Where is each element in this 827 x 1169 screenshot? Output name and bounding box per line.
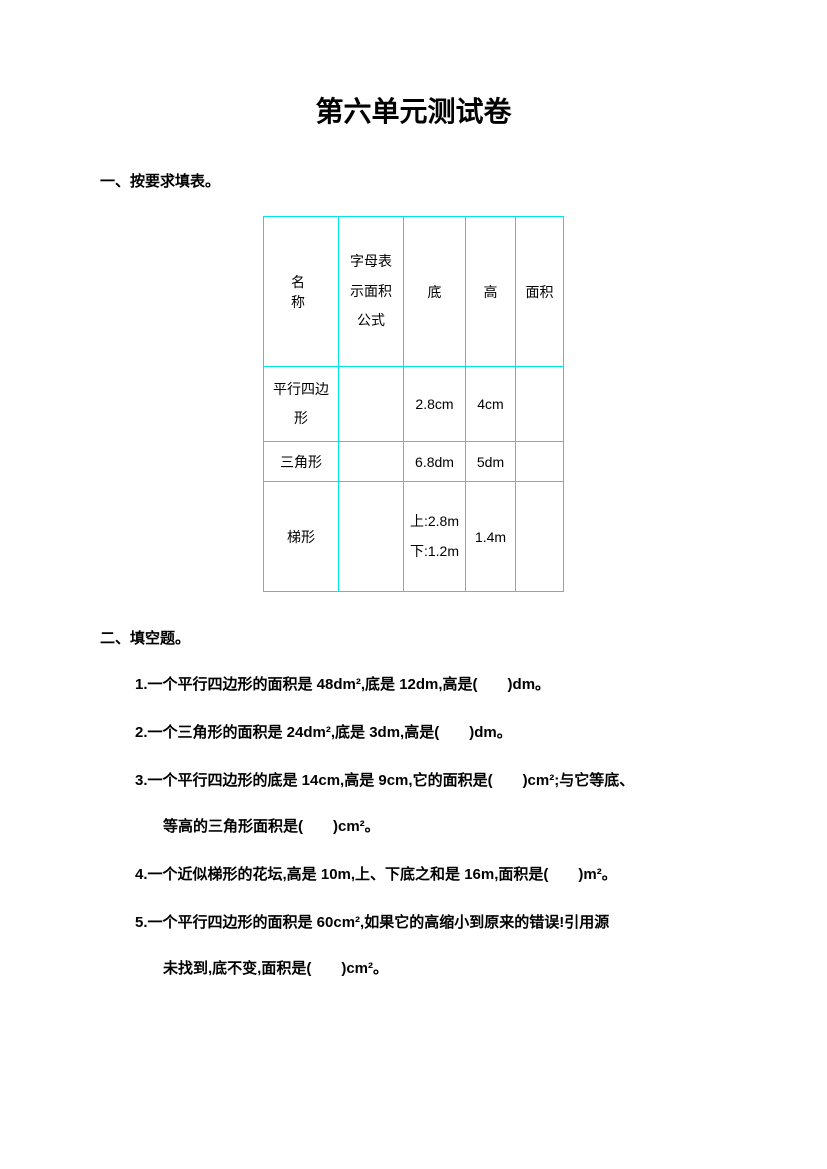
question-5: 5.一个平行四边形的面积是 60cm²,如果它的高缩小到原来的错误!引用源 未找… (135, 911, 727, 981)
header-name: 名 称 (263, 217, 338, 367)
cell-trapezoid-area (516, 482, 564, 592)
cell-triangle-area (516, 442, 564, 482)
cell-trapezoid-base: 上:2.8m下:1.2m (403, 482, 465, 592)
header-formula: 字母表示面积公式 (338, 217, 403, 367)
row-trapezoid: 梯形 上:2.8m下:1.2m 1.4m (263, 482, 563, 592)
cell-triangle-name: 三角形 (263, 442, 338, 482)
question-3-line1: 3.一个平行四边形的底是 14cm,高是 9cm,它的面积是( )cm²;与它等… (135, 772, 634, 789)
cell-triangle-formula (338, 442, 403, 482)
cell-trapezoid-formula (338, 482, 403, 592)
cell-triangle-base: 6.8dm (403, 442, 465, 482)
cell-parallel-height: 4cm (466, 367, 516, 442)
question-list: 1.一个平行四边形的面积是 48dm²,底是 12dm,高是( )dm。 2.一… (100, 673, 727, 981)
area-formula-table: 名 称 字母表示面积公式 底 高 面积 平行四边形 2.8cm 4cm 三角形 … (263, 216, 564, 592)
cell-parallel-base: 2.8cm (403, 367, 465, 442)
cell-triangle-height: 5dm (466, 442, 516, 482)
cell-parallel-area (516, 367, 564, 442)
cell-parallel-formula (338, 367, 403, 442)
question-2: 2.一个三角形的面积是 24dm²,底是 3dm,高是( )dm。 (135, 721, 727, 745)
header-height: 高 (466, 217, 516, 367)
page-container: 第六单元测试卷 一、按要求填表。 名 称 字母表示面积公式 底 高 面积 平行四… (0, 0, 827, 981)
cell-parallel-name: 平行四边形 (263, 367, 338, 442)
question-5-line1: 5.一个平行四边形的面积是 60cm²,如果它的高缩小到原来的错误!引用源 (135, 914, 609, 931)
section1-heading: 一、按要求填表。 (100, 170, 727, 191)
question-3-line2: 等高的三角形面积是( )cm²。 (135, 815, 727, 839)
header-base: 底 (403, 217, 465, 367)
question-3: 3.一个平行四边形的底是 14cm,高是 9cm,它的面积是( )cm²;与它等… (135, 769, 727, 839)
question-5-line2: 未找到,底不变,面积是( )cm²。 (135, 957, 727, 981)
header-area: 面积 (516, 217, 564, 367)
page-title: 第六单元测试卷 (100, 90, 727, 130)
row-triangle: 三角形 6.8dm 5dm (263, 442, 563, 482)
table-header-row: 名 称 字母表示面积公式 底 高 面积 (263, 217, 563, 367)
question-1: 1.一个平行四边形的面积是 48dm²,底是 12dm,高是( )dm。 (135, 673, 727, 697)
cell-trapezoid-name: 梯形 (263, 482, 338, 592)
row-parallelogram: 平行四边形 2.8cm 4cm (263, 367, 563, 442)
question-4: 4.一个近似梯形的花坛,高是 10m,上、下底之和是 16m,面积是( )m²。 (135, 863, 727, 887)
cell-trapezoid-height: 1.4m (466, 482, 516, 592)
section2-heading: 二、填空题。 (100, 627, 727, 648)
table-wrapper: 名 称 字母表示面积公式 底 高 面积 平行四边形 2.8cm 4cm 三角形 … (100, 216, 727, 592)
